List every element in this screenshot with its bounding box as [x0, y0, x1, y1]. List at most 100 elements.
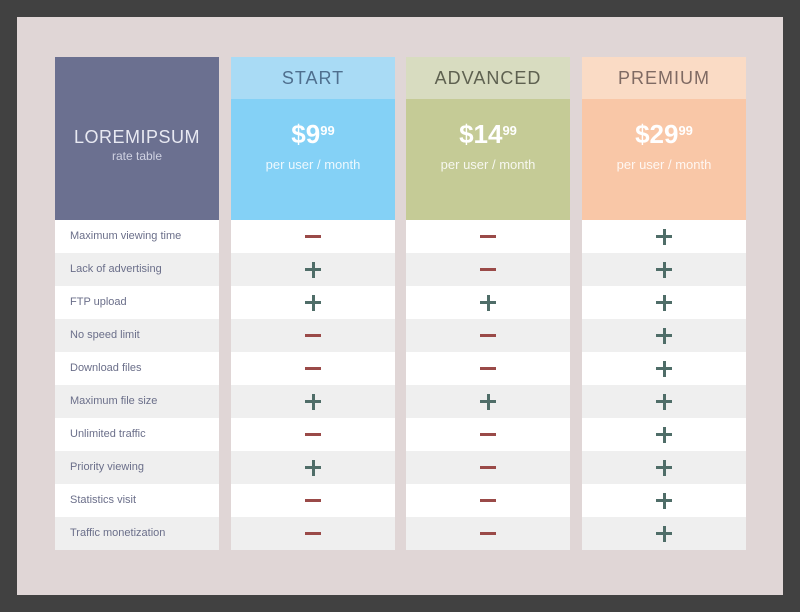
plan-price-box[interactable]: $2999 per user / month [582, 99, 746, 220]
feature-row: Download files [55, 352, 219, 385]
feature-cell [231, 484, 395, 517]
feature-cell [582, 286, 746, 319]
feature-cell [582, 451, 746, 484]
feature-row: No speed limit [55, 319, 219, 352]
minus-icon [406, 517, 570, 550]
minus-icon [406, 253, 570, 286]
plan-feature-rows [582, 220, 746, 550]
brand-header: LOREMIPSUM rate table [55, 57, 219, 220]
feature-cell [406, 319, 570, 352]
plus-icon [231, 286, 395, 319]
feature-cell [406, 220, 570, 253]
feature-cell [406, 484, 570, 517]
plan-column-advanced[interactable]: ADVANCED $1499 per user / month [406, 57, 570, 550]
plan-name[interactable]: START [231, 57, 395, 99]
feature-cell [406, 286, 570, 319]
feature-cell [582, 352, 746, 385]
minus-icon [406, 451, 570, 484]
feature-cell [231, 220, 395, 253]
plus-icon [406, 286, 570, 319]
plus-icon [406, 385, 570, 418]
plan-price-box[interactable]: $999 per user / month [231, 99, 395, 220]
plus-icon [582, 484, 746, 517]
plan-billing-period: per user / month [440, 157, 536, 172]
feature-cell [231, 319, 395, 352]
plus-icon [582, 220, 746, 253]
plan-price: $999 [291, 119, 335, 149]
feature-cell [582, 517, 746, 550]
plus-icon [582, 418, 746, 451]
minus-icon [231, 418, 395, 451]
feature-cell [582, 418, 746, 451]
minus-icon [406, 418, 570, 451]
feature-label: Maximum viewing time [70, 230, 182, 242]
minus-icon [406, 352, 570, 385]
plus-icon [231, 385, 395, 418]
feature-cell [406, 253, 570, 286]
minus-icon [231, 220, 395, 253]
feature-label: No speed limit [70, 329, 140, 341]
feature-row: FTP upload [55, 286, 219, 319]
minus-icon [406, 220, 570, 253]
feature-label: Download files [70, 362, 142, 374]
brand-title: LOREMIPSUM [73, 127, 201, 147]
minus-icon [231, 484, 395, 517]
plus-icon [231, 451, 395, 484]
feature-row: Statistics visit [55, 484, 219, 517]
feature-label: Lack of advertising [70, 263, 162, 275]
feature-cell [231, 352, 395, 385]
plus-icon [582, 286, 746, 319]
plus-icon [582, 385, 746, 418]
feature-row: Unlimited traffic [55, 418, 219, 451]
feature-cell [582, 319, 746, 352]
feature-cell [406, 352, 570, 385]
feature-cell [406, 517, 570, 550]
feature-cell [406, 418, 570, 451]
plus-icon [582, 451, 746, 484]
minus-icon [406, 484, 570, 517]
feature-row: Lack of advertising [55, 253, 219, 286]
feature-cell [231, 385, 395, 418]
feature-cell [582, 385, 746, 418]
feature-row: Maximum viewing time [55, 220, 219, 253]
feature-cell [406, 385, 570, 418]
plan-feature-rows [231, 220, 395, 550]
feature-cell [582, 484, 746, 517]
feature-cell [231, 418, 395, 451]
feature-cell [406, 451, 570, 484]
minus-icon [231, 517, 395, 550]
feature-label: Traffic monetization [70, 527, 166, 539]
plan-price: $2999 [635, 119, 693, 149]
feature-label: Priority viewing [70, 461, 144, 473]
plus-icon [582, 319, 746, 352]
plus-icon [582, 253, 746, 286]
feature-cell [231, 451, 395, 484]
minus-icon [406, 319, 570, 352]
plan-price-box[interactable]: $1499 per user / month [406, 99, 570, 220]
plan-name[interactable]: PREMIUM [582, 57, 746, 99]
plan-column-start[interactable]: START $999 per user / month [231, 57, 395, 550]
feature-cell [582, 253, 746, 286]
feature-label: FTP upload [70, 296, 127, 308]
plan-name[interactable]: ADVANCED [406, 57, 570, 99]
feature-cell [582, 220, 746, 253]
feature-cell [231, 286, 395, 319]
feature-row: Traffic monetization [55, 517, 219, 550]
feature-label: Maximum file size [70, 395, 158, 407]
plan-billing-period: per user / month [616, 157, 712, 172]
plus-icon [582, 517, 746, 550]
plan-column-premium[interactable]: PREMIUM $2999 per user / month [582, 57, 746, 550]
feature-label: Statistics visit [70, 494, 137, 506]
feature-row: Priority viewing [55, 451, 219, 484]
minus-icon [231, 352, 395, 385]
brand-subtitle: rate table [111, 149, 163, 163]
plan-price: $1499 [459, 119, 517, 149]
feature-column: Maximum viewing time Lack of advertising F… [55, 220, 219, 550]
feature-cell [231, 517, 395, 550]
minus-icon [231, 319, 395, 352]
feature-label: Unlimited traffic [70, 428, 146, 440]
feature-row: Maximum file size [55, 385, 219, 418]
feature-cell [231, 253, 395, 286]
plan-feature-rows [406, 220, 570, 550]
plus-icon [582, 352, 746, 385]
